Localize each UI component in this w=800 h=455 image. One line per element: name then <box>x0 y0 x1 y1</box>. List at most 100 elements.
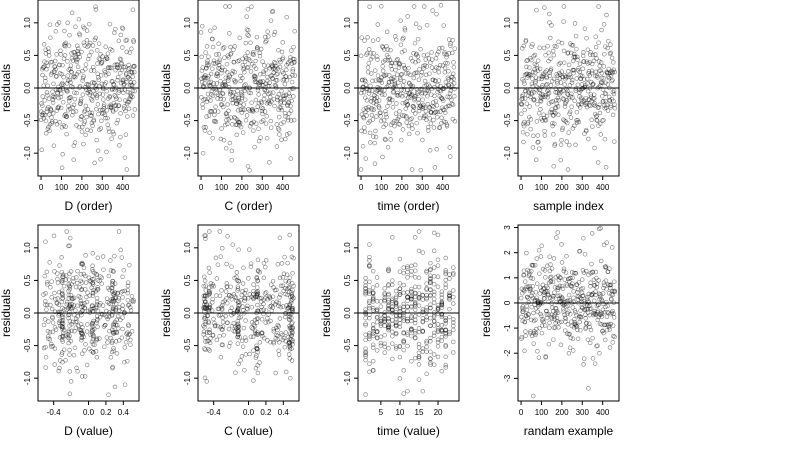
data-point <box>550 305 555 310</box>
data-point <box>409 297 414 302</box>
data-point <box>288 300 294 306</box>
data-point <box>443 328 448 333</box>
data-point <box>69 296 75 302</box>
data-point <box>48 72 54 77</box>
data-point <box>562 315 568 320</box>
data-point <box>125 99 130 105</box>
data-point <box>206 307 211 313</box>
data-point <box>604 314 610 320</box>
data-point <box>211 61 216 66</box>
data-point <box>535 309 540 314</box>
data-point <box>522 81 527 86</box>
data-point <box>66 296 72 301</box>
data-point <box>391 119 397 124</box>
data-point <box>46 124 51 130</box>
data-point <box>224 113 230 119</box>
data-point <box>421 66 426 71</box>
data-point <box>423 108 429 114</box>
data-point <box>569 80 575 86</box>
data-point <box>371 134 376 139</box>
data-point <box>207 291 212 297</box>
data-point <box>92 270 97 276</box>
data-point <box>41 110 46 116</box>
data-point <box>542 268 548 273</box>
data-point <box>540 266 546 272</box>
data-point <box>407 72 413 78</box>
data-point <box>419 70 425 75</box>
data-point <box>209 88 215 94</box>
data-point <box>524 64 529 70</box>
data-point <box>282 344 288 350</box>
data-point <box>578 314 584 320</box>
data-point <box>443 330 448 336</box>
x-tick-label: 15 <box>415 408 424 417</box>
data-point <box>226 326 232 332</box>
data-point <box>101 97 106 102</box>
data-point <box>73 325 79 330</box>
data-point <box>265 338 270 343</box>
data-point <box>382 136 388 142</box>
data-point <box>374 275 380 280</box>
data-point <box>568 115 574 120</box>
data-point <box>368 83 373 89</box>
data-point <box>225 75 231 81</box>
data-point <box>439 292 445 297</box>
data-point <box>586 386 591 391</box>
data-point <box>42 112 48 118</box>
data-point <box>544 308 549 314</box>
x-tick-label: -0.4 <box>47 408 61 417</box>
data-point <box>95 285 100 290</box>
data-point <box>242 97 248 102</box>
data-point <box>528 126 533 132</box>
data-point <box>124 331 129 337</box>
data-point <box>234 122 240 127</box>
data-point <box>229 157 234 163</box>
data-point <box>69 306 74 311</box>
data-point <box>204 114 209 119</box>
data-point <box>593 44 599 50</box>
data-point <box>243 40 249 46</box>
data-point <box>415 36 421 42</box>
data-point <box>204 306 209 311</box>
data-point <box>122 104 127 109</box>
data-point <box>90 303 95 308</box>
data-point <box>580 99 585 105</box>
data-point <box>399 71 405 77</box>
data-point <box>72 50 77 55</box>
data-point <box>47 122 53 127</box>
data-point <box>72 74 78 80</box>
data-point <box>391 89 396 94</box>
data-point <box>400 37 405 42</box>
data-point <box>530 41 535 47</box>
data-point <box>74 123 79 128</box>
data-point <box>208 98 213 103</box>
data-point <box>57 318 63 324</box>
data-point <box>210 66 215 71</box>
data-point <box>81 74 86 79</box>
data-point <box>118 134 123 140</box>
data-point <box>71 74 77 79</box>
data-point <box>201 283 206 289</box>
data-point <box>556 325 561 330</box>
data-point <box>240 107 246 113</box>
data-point <box>50 320 56 325</box>
data-point <box>128 80 134 85</box>
data-point <box>392 123 397 129</box>
data-point <box>260 118 266 123</box>
data-point <box>382 58 388 63</box>
data-point <box>61 43 67 48</box>
data-point <box>428 110 434 115</box>
x-tick-label: 200 <box>555 183 569 192</box>
data-point <box>584 100 590 106</box>
data-point <box>443 365 448 370</box>
data-point <box>405 102 411 107</box>
data-point <box>522 319 528 325</box>
data-point <box>100 92 106 97</box>
data-point <box>236 303 241 308</box>
data-point <box>526 93 531 98</box>
data-point <box>83 342 88 347</box>
data-point <box>228 91 233 97</box>
data-point <box>451 327 456 333</box>
data-point <box>235 99 240 104</box>
data-point <box>552 312 558 317</box>
